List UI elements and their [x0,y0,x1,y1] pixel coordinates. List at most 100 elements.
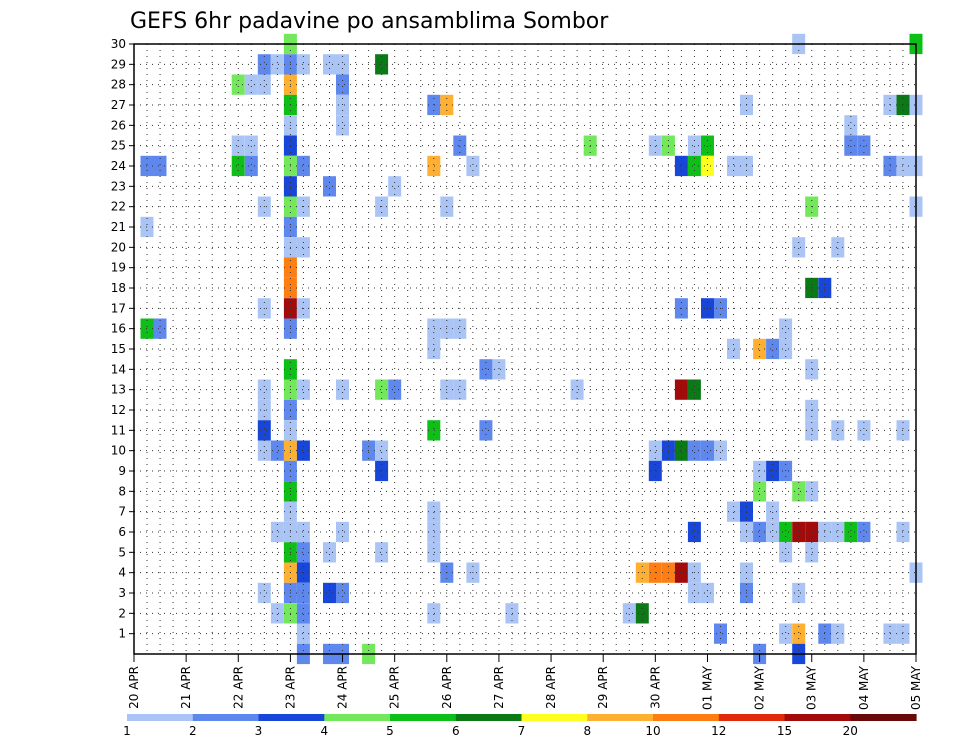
legend-label: 12 [711,724,726,738]
legend-label: 6 [452,724,460,738]
heatmap-cell [687,379,701,400]
color-legend: 1 2 3 4 5 6 7 8 10 12 15 20 [123,714,917,738]
y-tick-label: 20 [111,240,126,254]
legend-swatch [390,714,457,721]
heatmap-cell [766,338,780,360]
heatmap-cell [453,135,467,156]
heatmap-cell [727,155,740,177]
heatmap-cell [257,582,271,604]
legend-swatch [455,714,523,721]
heatmap-cell [427,501,441,522]
y-tick-label: 12 [111,403,126,417]
heatmap-cell [844,521,858,543]
legend-label: 8 [583,724,591,738]
heatmap-cell [805,359,819,380]
x-tick-label: 20 APR [127,666,141,709]
x-tick-label: 05 MAY [909,665,923,710]
heatmap-cell [244,135,258,156]
heatmap-cell [479,420,493,441]
heatmap-cell [296,521,310,543]
x-tick-label: 04 MAY [857,665,871,710]
heatmap-cell [375,542,389,563]
y-tick-label: 9 [118,464,126,478]
heatmap-cell [244,74,258,95]
heatmap-cell [753,521,767,543]
legend-label: 15 [777,724,792,738]
heatmap-cell [792,237,806,258]
y-tick-label: 26 [111,118,126,132]
heatmap-cell [375,379,389,400]
heatmap-cell [336,582,349,604]
x-axis: 20 APR 21 APR 22 APR 23 APR 24 APR 25 APR 26 A… [127,654,923,710]
heatmap-cell [296,54,310,75]
heatmap-cell [270,54,284,75]
heatmap-cell [701,155,714,177]
heatmap-cell [714,623,727,644]
heatmap-cell [674,440,688,461]
legend-label: 10 [645,724,660,738]
heatmap-cell [779,338,793,360]
heatmap-cell [701,440,714,461]
heatmap-cell [427,521,441,543]
heatmap-cell [831,623,845,644]
legend-swatch [850,714,917,721]
heatmap-cell [805,399,819,421]
heatmap-cell [427,338,441,360]
heatmap-cell [779,318,793,339]
legend-label: 7 [518,724,526,738]
heatmap-cell [687,521,701,543]
heatmap-cell [622,603,636,624]
y-tick-label: 15 [111,342,126,356]
heatmap-cell [831,420,845,441]
y-tick-label: 1 [118,627,126,641]
heatmap-cell [635,603,649,624]
heatmap-cell [296,582,310,604]
y-tick-label: 5 [118,545,126,559]
heatmap-cell [427,155,441,177]
legend-label: 1 [123,724,131,738]
heatmap-cell [831,521,845,543]
heatmap-cell [257,379,271,400]
y-tick-label: 19 [111,261,126,275]
heatmap-cell [336,115,349,136]
heatmap-cell [257,420,271,441]
heatmap-cell [323,176,336,197]
heatmap-cell [674,379,688,400]
heatmap-cell [296,440,310,461]
heatmap-cell [427,420,441,441]
heatmap-cell [857,135,871,156]
y-tick-label: 6 [118,525,126,539]
heatmap-cell [296,603,310,624]
y-tick-label: 30 [111,37,126,51]
y-tick-label: 4 [118,566,126,580]
heatmap-cell [323,54,336,75]
heatmap-cell [296,379,310,400]
heatmap-cell [857,521,871,543]
heatmap-cell [375,440,389,461]
y-tick-label: 18 [111,281,126,295]
y-tick-label: 24 [111,159,126,173]
y-tick-label: 23 [111,179,126,193]
x-tick-label: 28 APR [544,666,558,709]
heatmap-cell [701,582,714,604]
heatmap-cell [479,359,493,380]
legend-swatch [521,714,588,721]
x-tick-label: 24 APR [336,666,350,709]
y-tick-label: 22 [111,200,126,214]
y-tick-label: 11 [111,423,126,437]
legend-swatch [587,714,654,721]
heatmap-cell [296,237,310,258]
heatmap-cells [140,33,923,665]
legend-swatch [127,714,194,721]
heatmap-cell [805,481,819,502]
legend-swatch [653,714,720,721]
heatmap-cell [375,54,389,75]
heatmap-cell [883,155,897,177]
legend-label: 20 [843,724,858,738]
heatmap-cell [792,521,806,543]
heatmap-cell [779,542,793,563]
heatmap-cell [244,155,258,177]
y-tick-label: 14 [111,362,126,376]
x-tick-label: 27 APR [492,666,506,709]
